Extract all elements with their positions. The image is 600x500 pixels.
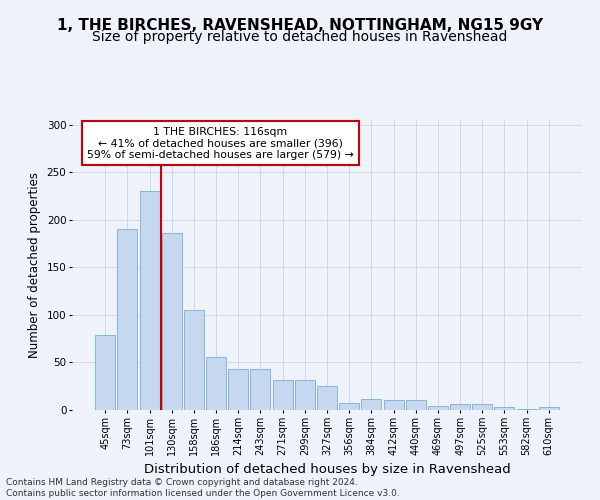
Bar [228,369,248,410]
Bar [539,407,559,410]
Bar [250,369,271,410]
Bar [428,406,448,410]
Text: 1, THE BIRCHES, RAVENSHEAD, NOTTINGHAM, NG15 9GY: 1, THE BIRCHES, RAVENSHEAD, NOTTINGHAM, … [57,18,543,32]
X-axis label: Distribution of detached houses by size in Ravenshead: Distribution of detached houses by size … [143,464,511,476]
Bar [361,398,382,410]
Bar [162,233,182,410]
Bar [494,407,514,410]
Bar [317,386,337,410]
Bar [272,380,293,410]
Bar [184,310,204,410]
Bar [472,404,492,410]
Bar [95,335,115,410]
Bar [140,192,160,410]
Bar [406,400,426,410]
Text: 1 THE BIRCHES: 116sqm
← 41% of detached houses are smaller (396)
59% of semi-det: 1 THE BIRCHES: 116sqm ← 41% of detached … [87,126,354,160]
Bar [206,357,226,410]
Text: Size of property relative to detached houses in Ravenshead: Size of property relative to detached ho… [92,30,508,44]
Bar [295,380,315,410]
Bar [517,409,536,410]
Bar [118,230,137,410]
Bar [339,404,359,410]
Bar [450,404,470,410]
Y-axis label: Number of detached properties: Number of detached properties [28,172,41,358]
Bar [383,400,404,410]
Text: Contains HM Land Registry data © Crown copyright and database right 2024.
Contai: Contains HM Land Registry data © Crown c… [6,478,400,498]
